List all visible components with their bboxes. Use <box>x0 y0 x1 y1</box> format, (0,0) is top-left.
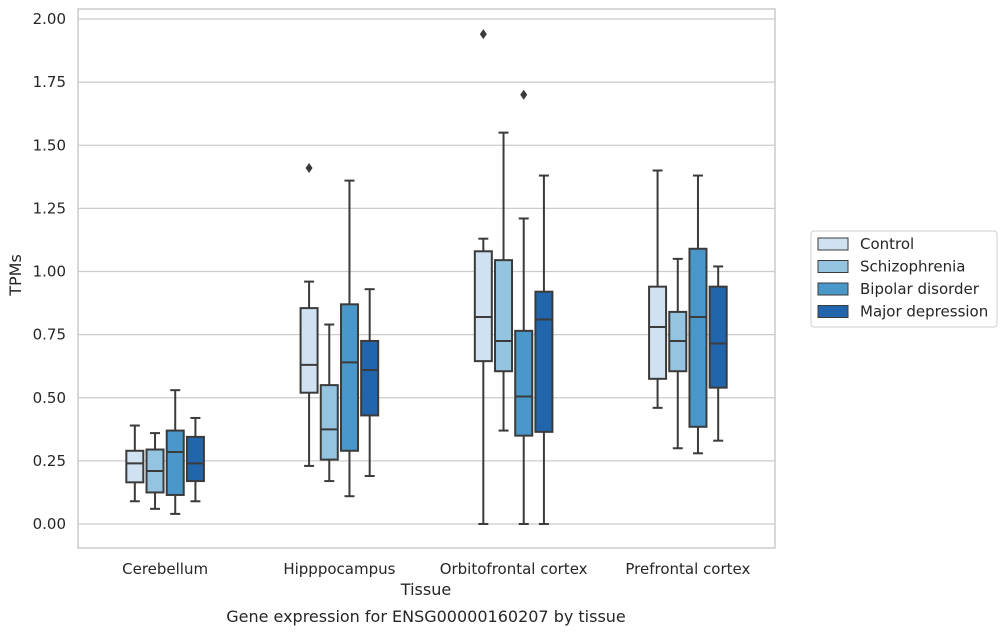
legend-item: Control <box>817 235 914 253</box>
box-schizophrenia <box>668 257 688 450</box>
x-tick-label: Cerebellum <box>122 560 208 578</box>
x-tick-labels: Cerebellum Hipppocampus Orbitofrontal cort… <box>122 560 750 578</box>
box-control <box>299 162 319 467</box>
box-schizophrenia <box>145 432 165 510</box>
x-tick-label: Prefrontal cortex <box>625 560 750 578</box>
legend-swatch <box>817 237 849 251</box>
legend-swatch <box>817 282 849 296</box>
y-tick-label: 0.50 <box>33 389 66 407</box>
box-bipolar-disorder <box>514 89 534 525</box>
legend-label: Control <box>860 235 914 253</box>
plot-frame <box>77 8 776 549</box>
legend-swatch <box>817 260 849 273</box>
box-control <box>473 29 493 525</box>
box-iqr <box>708 285 728 389</box>
box-layer <box>125 29 728 525</box>
outlier-point <box>305 162 313 173</box>
y-tick-label: 0.75 <box>33 326 66 344</box>
y-tick-label: 1.25 <box>33 199 66 217</box>
box-iqr <box>494 259 514 373</box>
y-tick-label: 0.00 <box>33 515 66 533</box>
box-schizophrenia <box>494 131 514 432</box>
box-iqr <box>125 449 145 484</box>
box-major-depression <box>185 416 205 503</box>
box-bipolar-disorder <box>688 174 708 455</box>
legend-label: Bipolar disorder <box>860 280 980 298</box>
x-tick-label: Orbitofrontal cortex <box>440 560 588 578</box>
legend-item: Schizophrenia <box>817 258 965 276</box>
legend-swatch <box>817 305 849 318</box>
box-control <box>125 424 145 503</box>
y-tick-label: 1.00 <box>33 263 66 281</box>
y-tick-label: 1.75 <box>33 73 66 91</box>
box-iqr <box>319 384 339 461</box>
box-bipolar-disorder <box>339 179 359 498</box>
legend-item: Bipolar disorder <box>817 280 980 298</box>
legend-label: Major depression <box>860 303 988 321</box>
box-control <box>648 169 668 409</box>
box-iqr <box>185 435 205 483</box>
box-iqr <box>514 329 534 437</box>
legend: Control Schizophrenia Bipolar disorder Majo… <box>810 230 998 328</box>
x-axis-label: Tissue <box>400 580 451 599</box>
y-tick-labels: 0.00 0.25 0.50 0.75 1.00 1.25 1.50 1.75 2.00 <box>33 10 66 533</box>
legend-frame <box>810 230 998 328</box>
box-iqr <box>299 307 319 394</box>
y-tick-label: 1.50 <box>33 136 66 154</box>
box-major-depression <box>360 288 380 478</box>
box-iqr <box>165 429 185 496</box>
box-iqr <box>473 250 493 363</box>
box-major-depression <box>708 265 728 442</box>
legend-label: Schizophrenia <box>860 258 965 276</box>
outlier-point <box>479 29 487 40</box>
outlier-point <box>520 89 528 100</box>
box-major-depression <box>534 174 554 525</box>
y-tick-label: 2.00 <box>33 10 66 28</box>
y-tick-label: 0.25 <box>33 452 66 470</box>
box-bipolar-disorder <box>165 389 185 515</box>
chart-caption: Gene expression for ENSG00000160207 by t… <box>226 607 626 626</box>
box-schizophrenia <box>319 323 339 483</box>
box-iqr <box>648 285 668 380</box>
box-iqr <box>360 339 380 417</box>
box-iqr <box>534 290 554 433</box>
box-iqr <box>688 247 708 428</box>
x-tick-label: Hipppocampus <box>283 560 395 578</box>
box-iqr <box>339 303 359 452</box>
legend-item: Major depression <box>817 303 988 321</box>
y-axis-label: TPMs <box>6 254 25 297</box>
